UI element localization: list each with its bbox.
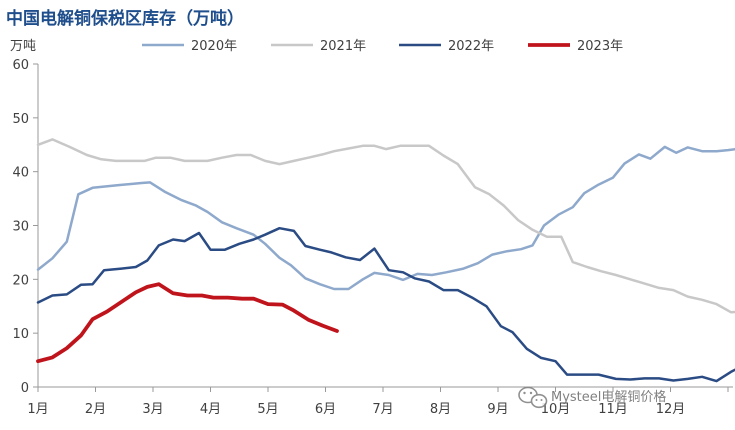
x-tick-label: 8月 [430, 402, 451, 417]
legend-label-3: 2023年 [577, 39, 623, 54]
x-tick-label: 2月 [85, 402, 106, 417]
y-tick-label: 40 [12, 166, 29, 181]
x-tick-label: 9月 [487, 402, 508, 417]
y-tick-label: 20 [12, 273, 29, 288]
wechat-icon [518, 386, 548, 409]
legend-label-0: 2020年 [191, 39, 237, 54]
y-axis-unit: 万吨 [10, 39, 36, 54]
x-tick-label: 12月 [656, 402, 686, 417]
x-tick-label: 5月 [257, 402, 278, 417]
legend: 2020年 2021年 2022年 2023年 [142, 39, 623, 54]
y-tick-label: 30 [12, 220, 29, 235]
y-tick-label: 10 [12, 327, 29, 342]
series-line-3 [36, 282, 339, 364]
x-tick-label: 3月 [142, 402, 163, 417]
x-tick-label: 4月 [200, 402, 221, 417]
legend-label-1: 2021年 [320, 39, 366, 54]
y-tick-label: 60 [12, 58, 29, 73]
x-tick-label: 11月 [598, 402, 628, 417]
x-tick-label: 7月 [372, 402, 393, 417]
plot-area [36, 138, 735, 383]
y-tick-label: 50 [12, 112, 29, 127]
chart-title: 中国电解铜保税区库存（万吨） [6, 8, 244, 29]
series-line-0 [36, 145, 735, 291]
x-tick-label: 6月 [315, 402, 336, 417]
watermark: Mysteel电解铜价格 [518, 386, 666, 409]
y-tick-label: 0 [21, 381, 29, 396]
series-line-1 [36, 138, 735, 314]
axis-ticks: 0 10 20 30 40 50 60 1月 2月 3月 4月 5月 6月 7月 8月 9月 10月 11月 12月 [12, 58, 729, 417]
legend-label-2: 2022年 [448, 39, 494, 54]
watermark-text: Mysteel电解铜价格 [551, 389, 666, 405]
x-tick-label: 1月 [27, 402, 48, 417]
series-line-2 [36, 226, 735, 383]
x-tick-label: 10月 [541, 402, 571, 417]
